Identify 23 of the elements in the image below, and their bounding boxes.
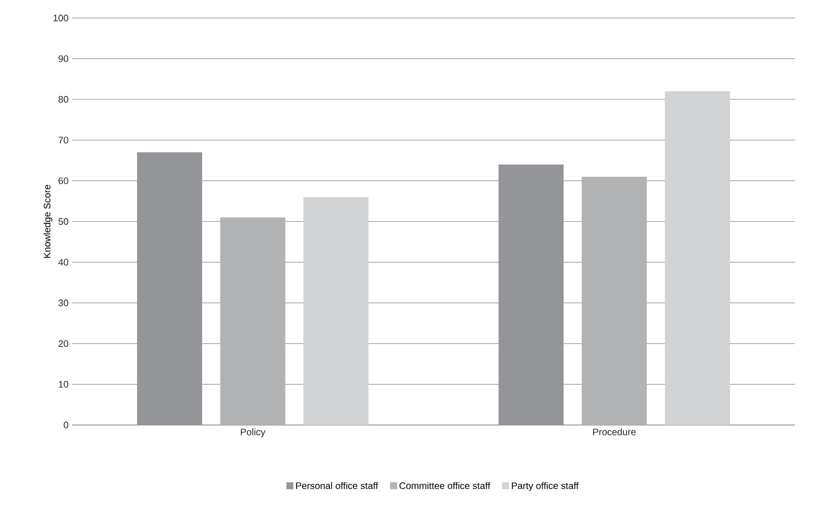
legend-label: Party office staff	[512, 482, 579, 491]
x-tick-label: Policy	[240, 428, 266, 438]
legend-label: Committee office staff	[400, 482, 490, 490]
y-tick-label: 30	[58, 300, 68, 306]
y-tick-label: 90	[58, 55, 68, 62]
y-tick-label: 80	[58, 96, 68, 103]
bar	[303, 197, 368, 425]
y-tick-label: 0	[64, 422, 68, 428]
bar	[137, 152, 202, 425]
y-tick-label: 70	[58, 136, 68, 144]
y-tick-label: 40	[58, 258, 68, 266]
y-axis-title: Knowledge Score	[44, 184, 52, 258]
bar	[664, 91, 730, 425]
y-tick-label: 10	[58, 380, 68, 388]
y-tick-label: 20	[58, 340, 68, 347]
bar	[582, 176, 647, 425]
y-tick-label: 100	[54, 14, 68, 22]
bar	[498, 164, 564, 425]
bar	[220, 217, 286, 425]
x-tick-label: Procedure	[593, 428, 636, 436]
y-tick-label: 50	[58, 218, 68, 225]
y-tick-label: 60	[58, 177, 68, 184]
legend-label: Personal office staff	[296, 482, 378, 490]
